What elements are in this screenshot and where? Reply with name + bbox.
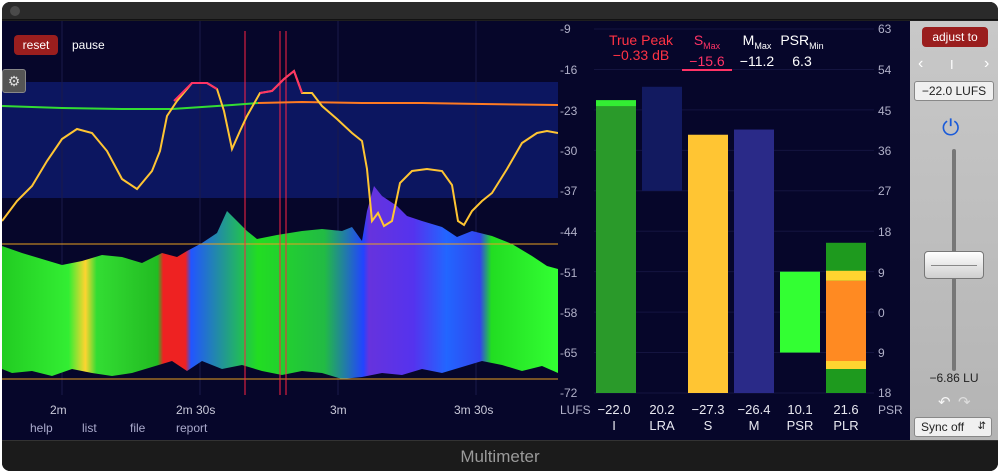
lufs-tick: -72 xyxy=(560,386,578,400)
psr-unit: PSR xyxy=(878,403,903,417)
title-bar xyxy=(2,2,998,20)
lufs-tick: -51 xyxy=(560,266,578,280)
target-mode-value: I xyxy=(950,57,954,72)
plr-meter-segment xyxy=(826,361,866,369)
s-max-title: SMax xyxy=(693,32,721,51)
momentary-meter-bar xyxy=(734,129,774,393)
short-term-peak-segment xyxy=(173,82,218,102)
integrated-meter-cap xyxy=(596,100,636,107)
settings-wrench-icon[interactable]: ⚙ xyxy=(2,69,26,93)
list-link[interactable]: list xyxy=(82,421,97,435)
psr-tick: 45 xyxy=(878,104,892,118)
lra-meter-bar xyxy=(642,86,682,191)
psr-meter-bar xyxy=(780,271,820,353)
sync-value: Sync off xyxy=(921,420,965,434)
time-label: 3m xyxy=(330,403,347,417)
short-term-peak-segment xyxy=(259,69,303,94)
m-max-value: −11.2 xyxy=(739,52,775,69)
meter-label-lra: 20.2 LRA xyxy=(649,402,675,433)
plr-meter-segment xyxy=(826,280,866,361)
target-loudness-field[interactable]: −22.0 LUFS xyxy=(914,81,994,101)
adjust-to-button[interactable]: adjust to xyxy=(922,27,988,47)
gain-adjust-panel: adjust to ‹ I › −22.0 LUFS ⏻ −6.86 LU ↶ … xyxy=(910,21,998,440)
integrated-loudness-line xyxy=(257,100,558,106)
lufs-tick: -44 xyxy=(560,225,578,239)
gain-slider-handle[interactable] xyxy=(924,251,984,279)
lufs-unit: LUFS xyxy=(560,403,591,417)
psr-tick: 0 xyxy=(878,306,885,320)
loudness-history-graph: reset pause ⚙ xyxy=(2,21,558,395)
redo-icon[interactable]: ↷ xyxy=(958,394,971,411)
psr-min-readout: PSRMin 6.3 xyxy=(780,33,824,69)
s-max-readout: SMax −15.6 xyxy=(682,33,732,71)
previous-mode-icon[interactable]: ‹ xyxy=(918,55,924,72)
report-link[interactable]: report xyxy=(176,421,208,435)
meter-label-psr: 10.1 PSR xyxy=(786,402,814,433)
integrated-meter-bar xyxy=(596,104,636,393)
help-link[interactable]: help xyxy=(30,421,53,435)
time-label: 2m 30s xyxy=(176,403,216,417)
close-window-button[interactable] xyxy=(10,6,20,16)
psr-tick: 9 xyxy=(878,346,885,360)
true-peak-readout: True Peak −0.33 dB xyxy=(602,33,680,63)
sync-dropdown[interactable]: Sync off ⇵ xyxy=(914,417,992,437)
meter-label-plr: 21.6 PLR xyxy=(833,402,859,433)
history-plot xyxy=(2,21,558,395)
psr-tick: 63 xyxy=(878,22,892,36)
meter-label-momentary: −26.4 M xyxy=(737,402,771,433)
lufs-tick: -37 xyxy=(560,184,578,198)
psr-tick: 18 xyxy=(878,386,892,400)
true-peak-value: −0.33 dB xyxy=(612,47,670,63)
psr-min-value: 6.3 xyxy=(792,52,812,69)
meters-panel: -9 -16 -23 -30 -37 -44 -51 -58 -65 -72 L… xyxy=(558,21,910,433)
lufs-tick: -58 xyxy=(560,306,578,320)
lufs-tick: -16 xyxy=(560,63,578,77)
s-max-value: −15.6 xyxy=(682,53,732,71)
reset-button[interactable]: reset xyxy=(14,35,58,55)
meter-bars xyxy=(594,28,874,394)
lufs-tick: -23 xyxy=(560,104,578,118)
psr-tick: 27 xyxy=(878,184,892,198)
true-peak-title: True Peak xyxy=(608,32,674,48)
lufs-tick: -65 xyxy=(560,346,578,360)
window-footer: Multimeter xyxy=(2,440,998,471)
psr-tick: 54 xyxy=(878,63,892,77)
plr-meter-segment xyxy=(826,270,866,281)
meter-label-short-term: −27.3 S xyxy=(691,402,725,433)
short-term-meter-bar xyxy=(688,134,728,393)
window-title: Multimeter xyxy=(460,447,540,466)
psr-tick: 36 xyxy=(878,144,892,158)
time-label: 2m xyxy=(50,403,67,417)
dropdown-arrow-icon: ⇵ xyxy=(977,421,986,432)
gain-value: −6.86 LU xyxy=(929,371,979,385)
m-max-title: MMax xyxy=(742,32,772,51)
m-max-readout: MMax −11.2 xyxy=(732,33,782,69)
main-panel: reset pause ⚙ 2m 2m 30s 3m 3m 30s help l… xyxy=(2,21,910,440)
file-link[interactable]: file xyxy=(130,421,146,435)
time-label: 3m 30s xyxy=(454,403,494,417)
lufs-tick: -30 xyxy=(560,144,578,158)
psr-tick: 18 xyxy=(878,225,892,239)
undo-icon[interactable]: ↶ xyxy=(938,394,951,411)
lufs-tick: -9 xyxy=(560,22,571,36)
power-icon[interactable]: ⏻ xyxy=(942,115,960,140)
psr-min-title: PSRMin xyxy=(780,32,824,51)
pause-button[interactable]: pause xyxy=(72,38,105,52)
psr-tick: 9 xyxy=(878,266,885,280)
meter-label-integrated: −22.0 I xyxy=(597,402,631,433)
next-mode-icon[interactable]: › xyxy=(984,55,990,72)
